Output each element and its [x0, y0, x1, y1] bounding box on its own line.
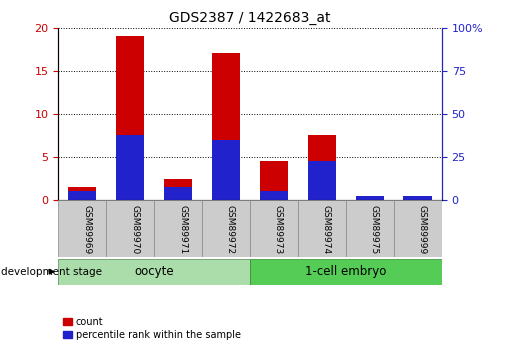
- Bar: [68, 191, 96, 200]
- Bar: [260, 191, 288, 200]
- Text: GSM89972: GSM89972: [226, 205, 235, 254]
- Bar: [164, 187, 192, 200]
- Bar: [260, 161, 288, 200]
- Bar: [250, 200, 298, 257]
- Bar: [106, 200, 154, 257]
- Bar: [298, 200, 346, 257]
- Text: GSM89970: GSM89970: [130, 205, 139, 254]
- Legend: count, percentile rank within the sample: count, percentile rank within the sample: [63, 317, 240, 340]
- Bar: [356, 196, 384, 200]
- Bar: [403, 196, 432, 200]
- Bar: [116, 136, 144, 200]
- Text: GSM89999: GSM89999: [418, 205, 427, 254]
- Bar: [212, 53, 240, 200]
- Text: 1-cell embryo: 1-cell embryo: [305, 265, 387, 278]
- Title: GDS2387 / 1422683_at: GDS2387 / 1422683_at: [169, 11, 331, 25]
- Text: GSM89975: GSM89975: [370, 205, 379, 254]
- Text: GSM89971: GSM89971: [178, 205, 187, 254]
- Bar: [154, 200, 202, 257]
- Bar: [308, 161, 336, 200]
- Bar: [346, 200, 394, 257]
- Bar: [58, 259, 250, 285]
- Bar: [68, 187, 96, 200]
- Bar: [212, 140, 240, 200]
- Text: development stage: development stage: [1, 267, 102, 277]
- Text: GSM89973: GSM89973: [274, 205, 283, 254]
- Bar: [250, 259, 442, 285]
- Bar: [403, 196, 432, 200]
- Bar: [58, 200, 106, 257]
- Bar: [394, 200, 442, 257]
- Bar: [202, 200, 250, 257]
- Bar: [164, 179, 192, 200]
- Bar: [308, 136, 336, 200]
- Text: oocyte: oocyte: [134, 265, 174, 278]
- Bar: [116, 36, 144, 200]
- Text: GSM89969: GSM89969: [82, 205, 91, 254]
- Text: GSM89974: GSM89974: [322, 205, 331, 254]
